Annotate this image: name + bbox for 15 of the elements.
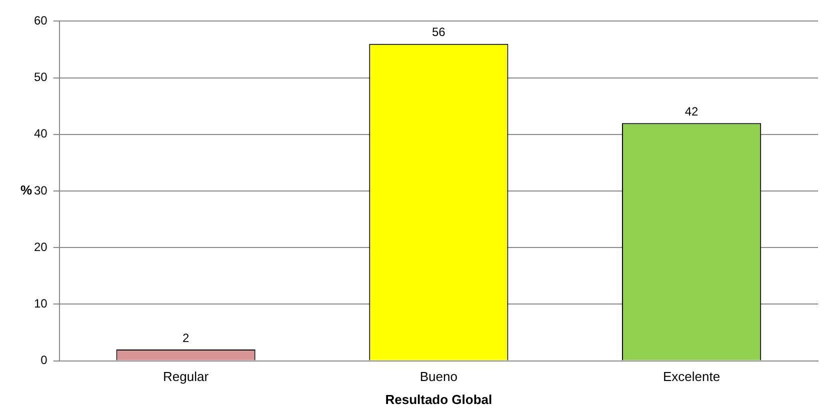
x-tick-label: Regular [163,369,210,384]
y-tick-label: 50 [34,70,48,84]
data-label: 2 [182,330,190,345]
data-label: 56 [432,25,446,40]
y-tick-label: 0 [40,353,48,368]
y-tick-label: 30 [34,183,48,198]
y-axis-title: % [20,182,32,198]
y-tick-label: 10 [34,296,48,311]
x-tick-label: Bueno [420,369,458,384]
x-axis-title: Resultado Global [385,392,492,407]
y-tick-label: 20 [34,240,48,254]
x-tick-label: Excelente [663,369,720,384]
y-tick-label: 40 [34,126,48,141]
data-label: 42 [684,104,699,118]
y-tick-label: 60 [34,14,48,28]
